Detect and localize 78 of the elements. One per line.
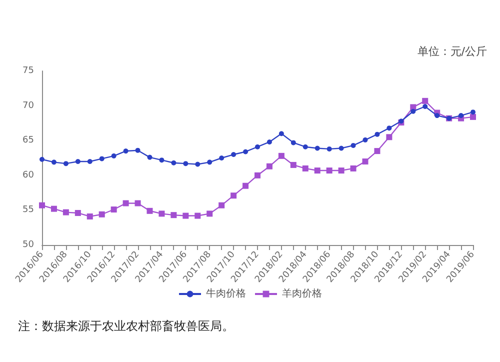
point [218, 202, 225, 208]
point [470, 110, 476, 115]
y-tick-label: 55 [22, 205, 34, 216]
point [302, 165, 308, 172]
y-tick-label: 75 [22, 66, 34, 76]
y-axis-title: 单位：元/公斤 [417, 45, 487, 58]
point [422, 104, 428, 109]
point [98, 211, 105, 218]
point [182, 212, 189, 219]
point [194, 212, 201, 219]
point [75, 158, 80, 164]
point [122, 200, 129, 206]
text: 注：数据来源于农业农村部畜牧兽医局。 [18, 319, 234, 333]
point [278, 152, 284, 159]
point [123, 148, 128, 154]
point [470, 114, 476, 120]
point [362, 137, 368, 142]
point [434, 113, 440, 118]
point [111, 153, 116, 158]
point [51, 160, 56, 165]
point [386, 126, 392, 131]
legend-label: 牛肉价格 [206, 288, 246, 300]
point [110, 206, 117, 213]
y-tick-label: 65 [22, 136, 34, 146]
point [326, 168, 332, 174]
point [386, 134, 392, 140]
point [266, 139, 272, 144]
point [243, 149, 248, 154]
point [338, 146, 344, 151]
y-tick-label: 70 [22, 100, 34, 111]
point [158, 210, 165, 217]
point [171, 160, 176, 166]
point [290, 162, 296, 168]
point [278, 131, 284, 136]
point [374, 132, 380, 137]
point [86, 213, 93, 220]
y-tick-label: 60 [22, 170, 34, 180]
point [63, 161, 68, 166]
point [326, 146, 332, 152]
point [458, 113, 464, 118]
point [146, 208, 153, 214]
point [338, 168, 344, 174]
point [219, 156, 224, 160]
point [290, 140, 296, 146]
point [62, 209, 69, 216]
point [422, 98, 428, 104]
point [350, 142, 356, 148]
point [266, 163, 272, 170]
point [87, 158, 92, 164]
y-tick-label: 50 [22, 240, 34, 250]
point [314, 168, 320, 174]
point [410, 104, 416, 110]
point [40, 156, 44, 162]
point [362, 158, 368, 164]
point [410, 108, 416, 114]
point [302, 144, 308, 150]
point [99, 156, 104, 162]
point [350, 165, 356, 172]
point [50, 206, 57, 212]
point [195, 162, 200, 167]
point [135, 148, 140, 153]
point [206, 210, 213, 217]
point [254, 172, 260, 178]
point [74, 210, 81, 216]
point [314, 146, 320, 151]
point [230, 192, 237, 199]
point [159, 158, 164, 163]
point [231, 152, 236, 158]
point [134, 200, 141, 206]
point [255, 144, 260, 150]
legend-label: 羊肉价格 [282, 288, 322, 300]
point [170, 212, 177, 218]
point [242, 182, 249, 189]
point [374, 148, 380, 154]
point [183, 161, 188, 166]
point [39, 202, 45, 208]
point [147, 154, 152, 160]
point [207, 160, 212, 165]
